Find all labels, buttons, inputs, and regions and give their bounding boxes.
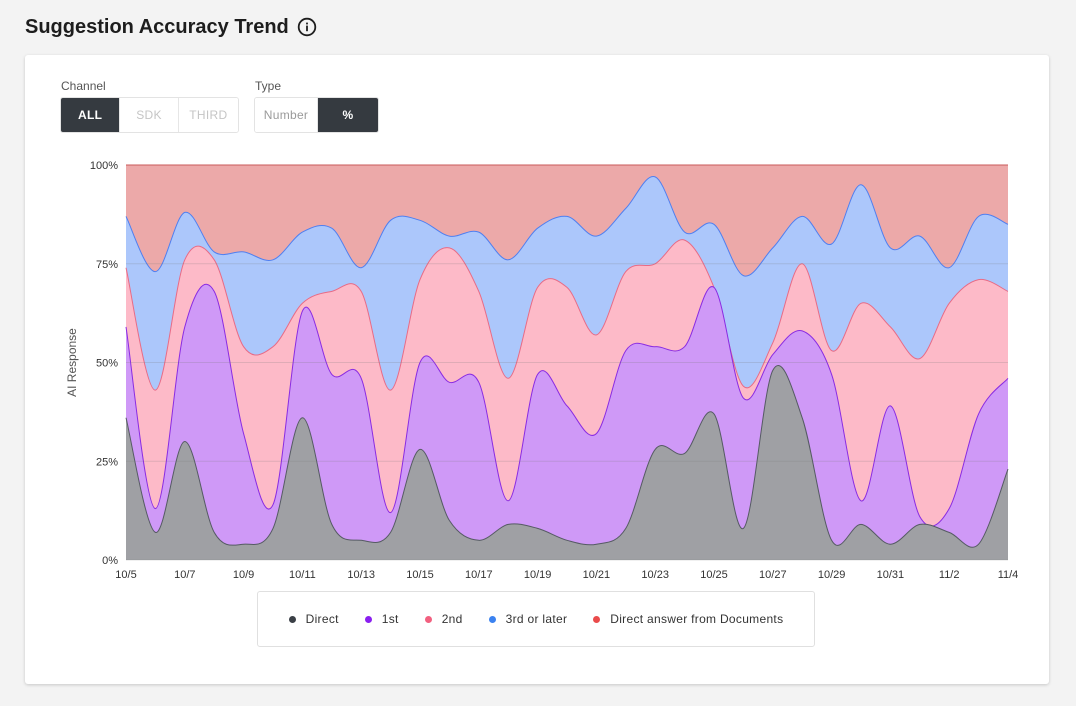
legend-dot-icon [364,615,372,623]
area-direct [126,365,1008,560]
x-tick-label: 11/4 [998,569,1019,581]
channel-sdk-button[interactable]: SDK [120,98,179,132]
type-percent-button[interactable]: % [317,98,378,132]
stacked-area-chart: 0% 25% 50% 75% 100% 10/5 10/7 10/9 10/11 10/13 10/… [65,160,1019,581]
legend-item-2nd[interactable]: 2nd [424,612,463,626]
y-tick-label: 75% [96,259,118,271]
legend-dot-icon [424,615,432,623]
legend-label: Direct [305,612,339,626]
x-tick-label: 10/27 [759,569,787,581]
channel-toggle-group: ALL SDK THIRD [60,97,239,133]
legend-item-3rd-or-later[interactable]: 3rd or later [488,612,568,626]
legend-label: Direct answer from Documents [610,612,784,626]
y-tick-label: 100% [90,160,118,172]
legend-item-direct[interactable]: Direct [288,612,339,626]
type-label: Type [255,79,282,93]
x-tick-label: 10/13 [347,569,375,581]
line-2nd [125,239,1009,391]
legend-dot-icon [593,615,601,623]
legend-label: 3rd or later [505,612,568,626]
x-tick-label: 10/9 [233,569,254,581]
x-tick-label: 10/21 [583,569,611,581]
info-circle-icon[interactable] [297,17,317,37]
channel-third-button[interactable]: THIRD [178,98,238,132]
legend-item-direct-answer-from-documents[interactable]: Direct answer from Documents [593,612,783,626]
x-tick-label: 10/19 [524,569,552,581]
legend-label: 2nd [441,612,463,626]
x-tick-label: 11/2 [939,569,960,581]
x-tick-label: 10/29 [818,569,846,581]
legend-dot-icon [288,615,296,623]
type-toggle-group: Number % [254,97,379,133]
channel-label: Channel [61,79,106,93]
y-tick-label: 50% [96,358,118,370]
channel-all-button[interactable]: ALL [61,98,121,132]
page-title: Suggestion Accuracy Trend [25,15,289,38]
x-tick-label: 10/31 [877,569,905,581]
page-header: Suggestion Accuracy Trend [25,14,317,40]
x-tick-label: 10/5 [115,569,136,581]
legend-dot-icon [488,615,496,623]
chart-card: Channel ALL SDK THIRD Type Number % 0% 25… [25,55,1049,684]
legend-item-1st[interactable]: 1st [364,612,399,626]
line-1st [125,284,1009,527]
line-3rd-or-later [125,176,1009,277]
legend-label: 1st [381,612,399,626]
x-tick-label: 10/23 [641,569,669,581]
x-tick-label: 10/25 [700,569,728,581]
type-number-button[interactable]: Number [255,98,318,132]
y-tick-label: 25% [96,456,118,468]
x-tick-label: 10/15 [406,569,434,581]
y-tick-label: 0% [102,555,118,567]
chart-legend: Direct 1st 2nd 3rd or later Direct answe… [257,591,815,647]
x-tick-label: 10/11 [289,569,316,581]
x-tick-label: 10/7 [174,569,195,581]
y-axis-title: AI Response [65,328,79,397]
x-tick-label: 10/17 [465,569,493,581]
line-direct [125,365,1009,548]
